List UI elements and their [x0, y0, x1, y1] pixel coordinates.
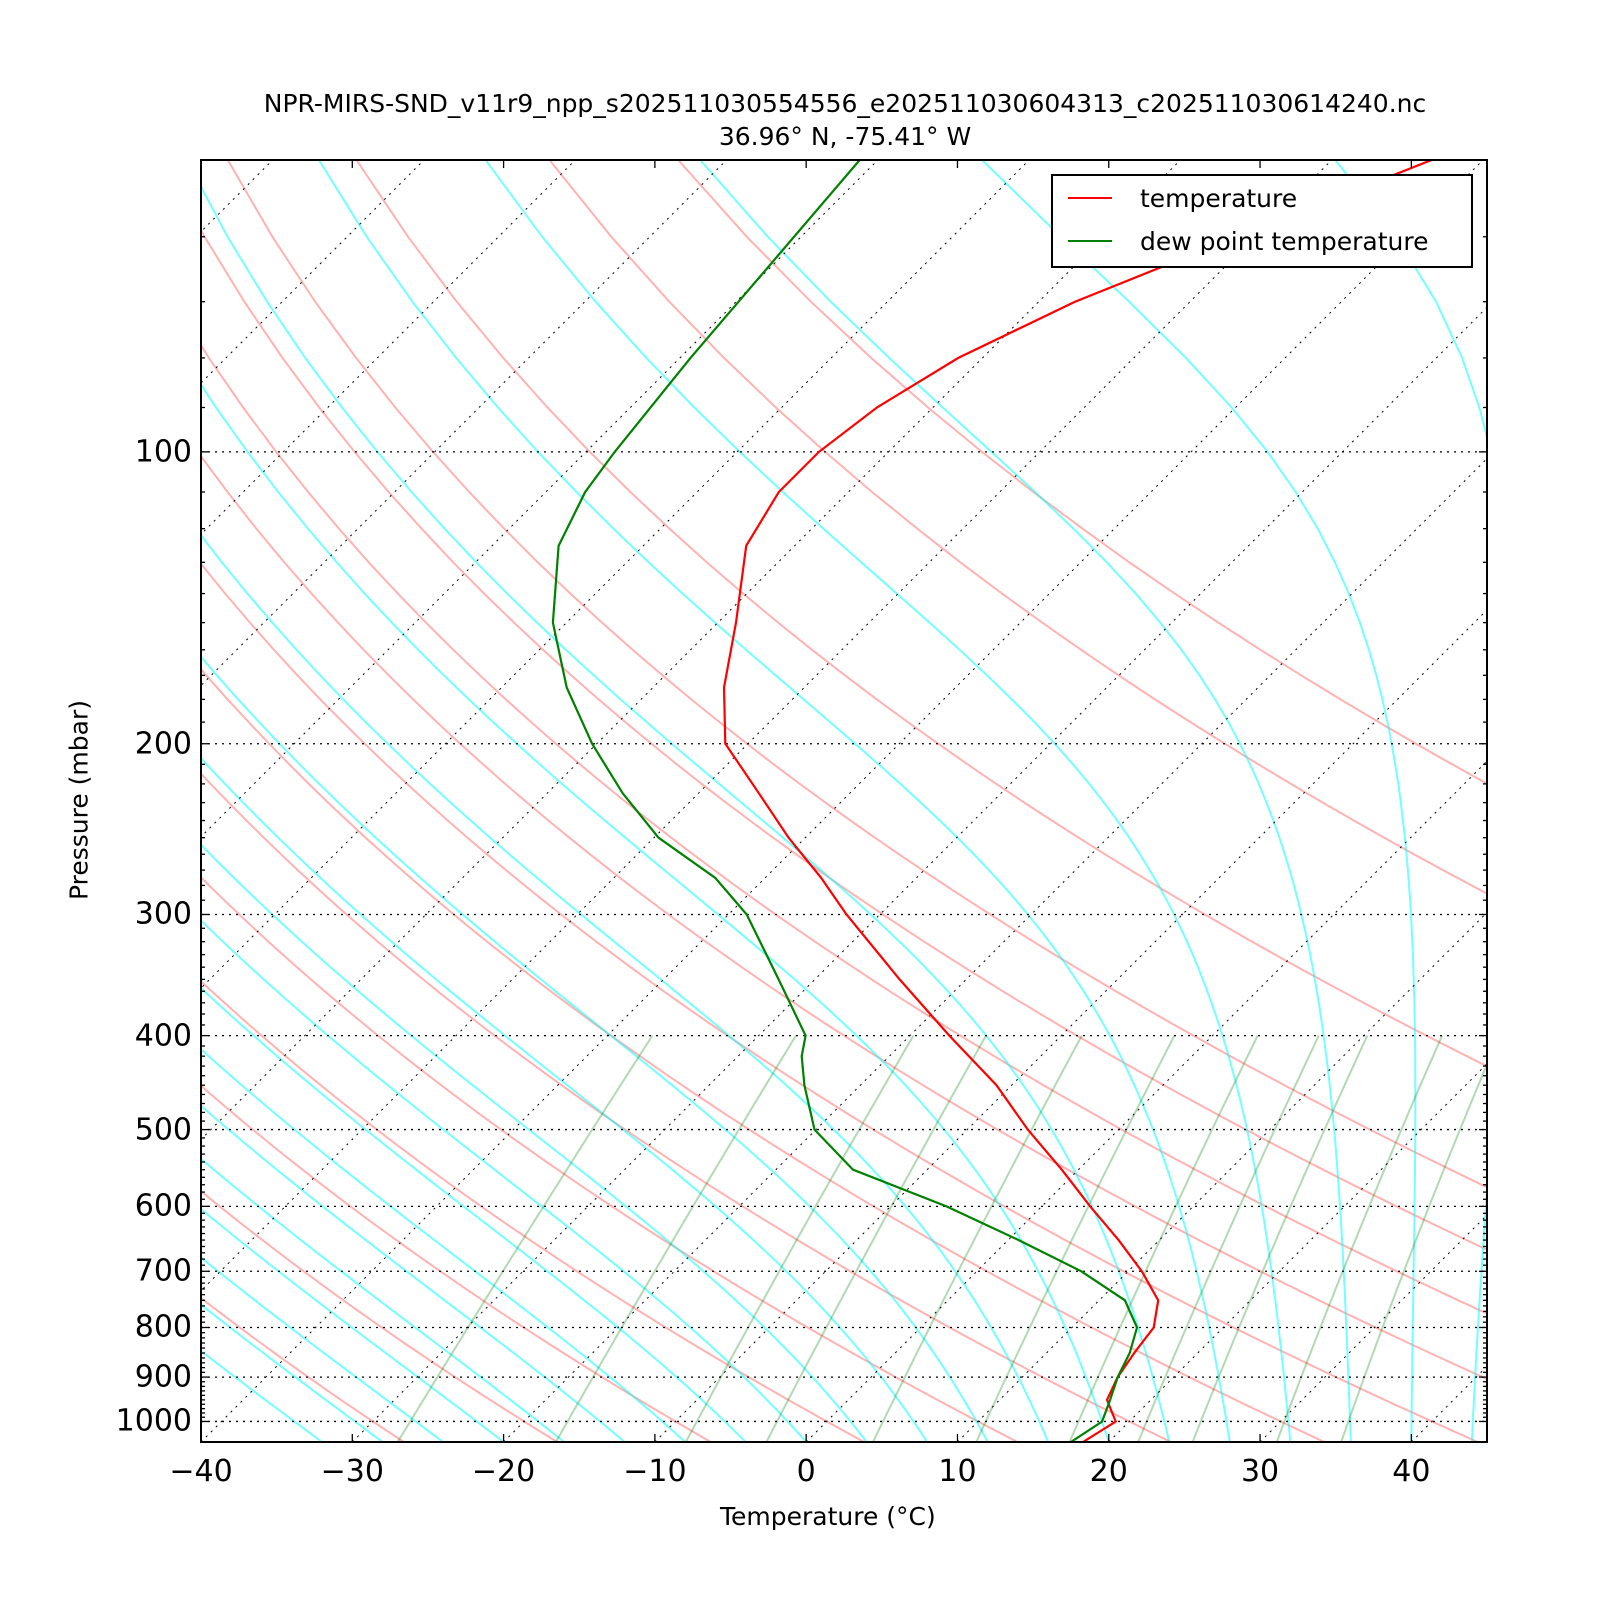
legend-box [1051, 174, 1473, 268]
x-tick-label: −30 [320, 1454, 384, 1489]
isotherm [805, 760, 1487, 1442]
dry-adiabat [355, 160, 1487, 1068]
isotherm [503, 457, 1487, 1442]
y-tick-label: 200 [134, 726, 192, 762]
mixing-ratio-line [872, 1035, 1083, 1442]
y-tick-label: 900 [134, 1359, 192, 1395]
y-tick-label: 500 [134, 1112, 192, 1148]
isotherm [0, 160, 121, 1442]
chart-subtitle: 36.96° N, -75.41° W [718, 122, 972, 151]
x-axis-label: Temperature (°C) [720, 1502, 936, 1531]
legend-label-temperature: temperature [1140, 184, 1297, 213]
moist-adiabat [1334, 160, 1487, 1442]
dry-adiabat [201, 562, 1479, 1442]
mixing-ratio-line [765, 1035, 987, 1442]
dry-adiabat [226, 160, 1487, 1189]
moist-adiabat [201, 1207, 505, 1442]
dry-adiabat [677, 160, 1487, 785]
dry-adiabat [201, 876, 1018, 1442]
x-tick-label: −10 [623, 1454, 687, 1489]
isotherm [654, 609, 1487, 1442]
moist-adiabat [201, 1256, 444, 1442]
mixing-ratio-line [554, 1035, 797, 1442]
moist-adiabat [201, 382, 1110, 1442]
mixing-ratio-line [396, 1035, 654, 1442]
isotherm [1563, 160, 1600, 1442]
moist-adiabat [201, 1303, 384, 1442]
x-tick-label: 10 [938, 1454, 977, 1489]
moist-adiabat [201, 1104, 626, 1442]
plot-background [201, 160, 1487, 1442]
mixing-ratio-line [1340, 1061, 1487, 1442]
temperature-line [722, 160, 1433, 1442]
isotherm [201, 160, 1484, 1442]
x-tick-label: −20 [471, 1454, 536, 1489]
y-tick-label: 600 [134, 1188, 192, 1224]
y-tick-label: 300 [134, 896, 192, 932]
isotherm [957, 911, 1487, 1442]
moist-adiabat [201, 1157, 565, 1442]
moist-adiabat [201, 843, 868, 1442]
x-tick-label: −40 [169, 1454, 233, 1489]
moist-adiabat [201, 919, 807, 1442]
y-tick-label: 400 [134, 1018, 192, 1054]
y-tick-label: 100 [134, 434, 192, 470]
x-tick-label: 20 [1089, 1454, 1128, 1489]
moist-adiabat [201, 756, 929, 1442]
isotherm [201, 160, 1333, 1292]
legend: temperature dew point temperature [1051, 174, 1473, 268]
dry-adiabat [201, 1296, 405, 1442]
isotherm [1108, 1063, 1487, 1442]
x-tick-label: 0 [796, 1454, 816, 1489]
x-tick-label: 40 [1392, 1454, 1431, 1489]
chart-title: NPR-MIRS-SND_v11r9_npp_s202511030554556_… [263, 89, 1427, 118]
moist-adiabat [201, 533, 1050, 1442]
mixing-ratio-line [1137, 1035, 1320, 1442]
dry-adiabat [201, 343, 1487, 1315]
y-tick-label: 700 [134, 1253, 192, 1289]
dewpoint-line [551, 160, 1139, 1442]
x-tick-label: 30 [1240, 1454, 1280, 1489]
plot-frame [200, 159, 1488, 1443]
mixing-ratio-line [1068, 1035, 1259, 1442]
mixing-ratio-line [1191, 1035, 1369, 1442]
moist-adiabat [484, 160, 1292, 1442]
mixing-ratio-line [684, 1035, 915, 1442]
isotherm [351, 306, 1487, 1442]
moist-adiabat [201, 986, 747, 1442]
mixing-ratio-line [975, 1035, 1176, 1442]
legend-label-dewpoint: dew point temperature [1140, 227, 1429, 256]
moist-adiabat [699, 160, 1352, 1442]
moist-adiabat [201, 655, 989, 1442]
dry-adiabat [201, 667, 1325, 1442]
moist-adiabat [201, 184, 1171, 1442]
moist-adiabat [981, 160, 1417, 1442]
moist-adiabat [201, 1349, 323, 1442]
dry-adiabat [201, 454, 1487, 1381]
dry-adiabat [548, 160, 1487, 895]
dry-adiabat [201, 1189, 558, 1442]
isotherm [1259, 1214, 1487, 1442]
dry-adiabat [201, 1084, 712, 1442]
y-tick-label: 800 [134, 1309, 192, 1345]
moist-adiabat [201, 1047, 686, 1442]
y-axis-label: Pressure (mbar) [64, 699, 94, 901]
dry-adiabat [201, 772, 1172, 1442]
y-tick-label: 1000 [115, 1403, 192, 1439]
dry-adiabat [201, 227, 1487, 1251]
moist-adiabat [318, 160, 1231, 1442]
mixing-ratio-line [1275, 1035, 1444, 1442]
